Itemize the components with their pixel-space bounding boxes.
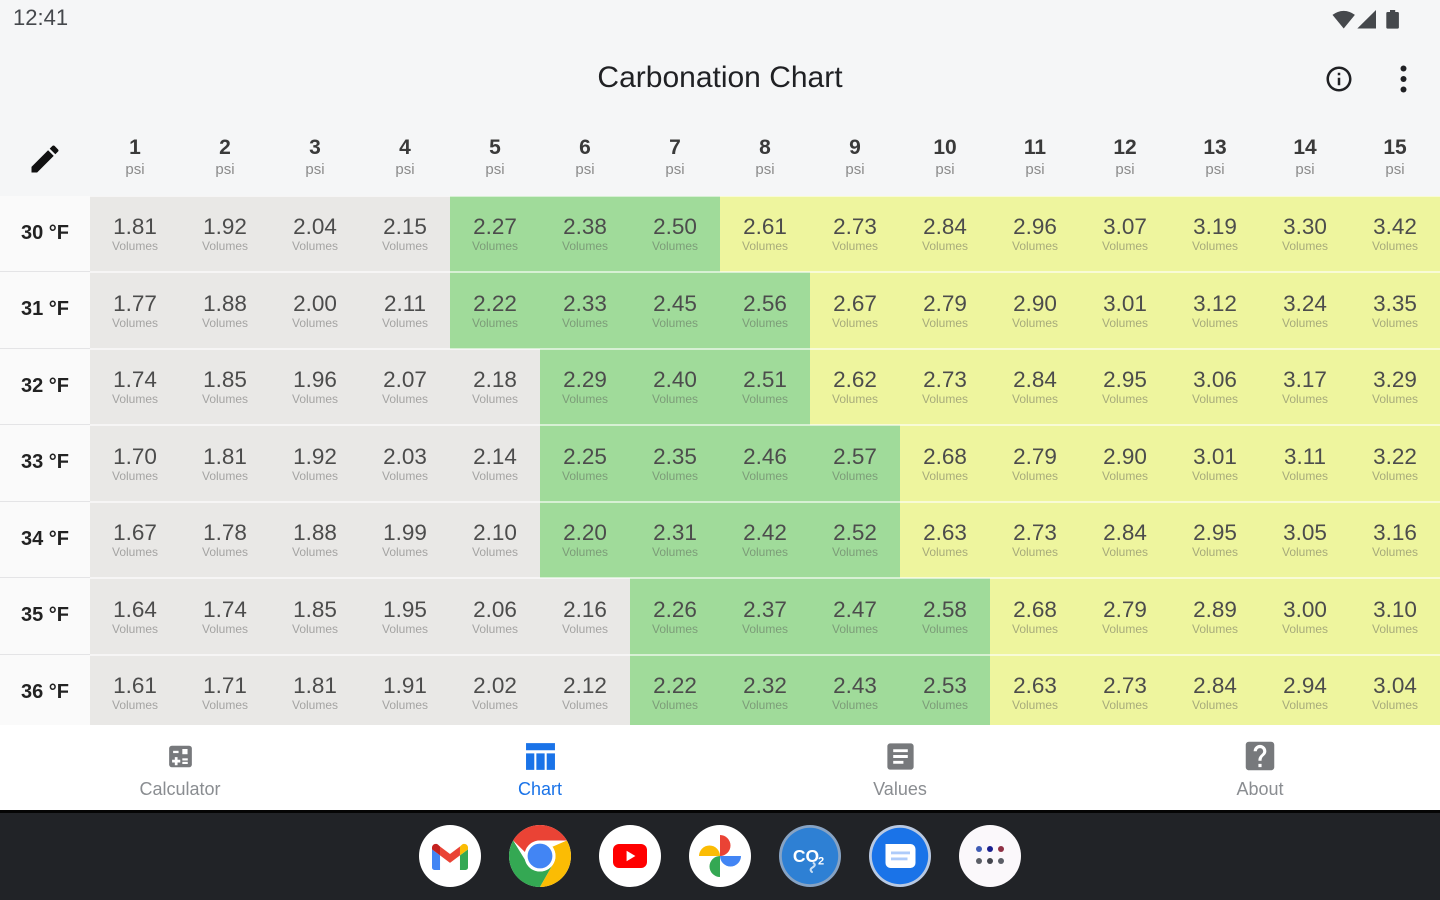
svg-text:2: 2 <box>818 856 824 868</box>
svg-text:CO: CO <box>793 846 819 866</box>
